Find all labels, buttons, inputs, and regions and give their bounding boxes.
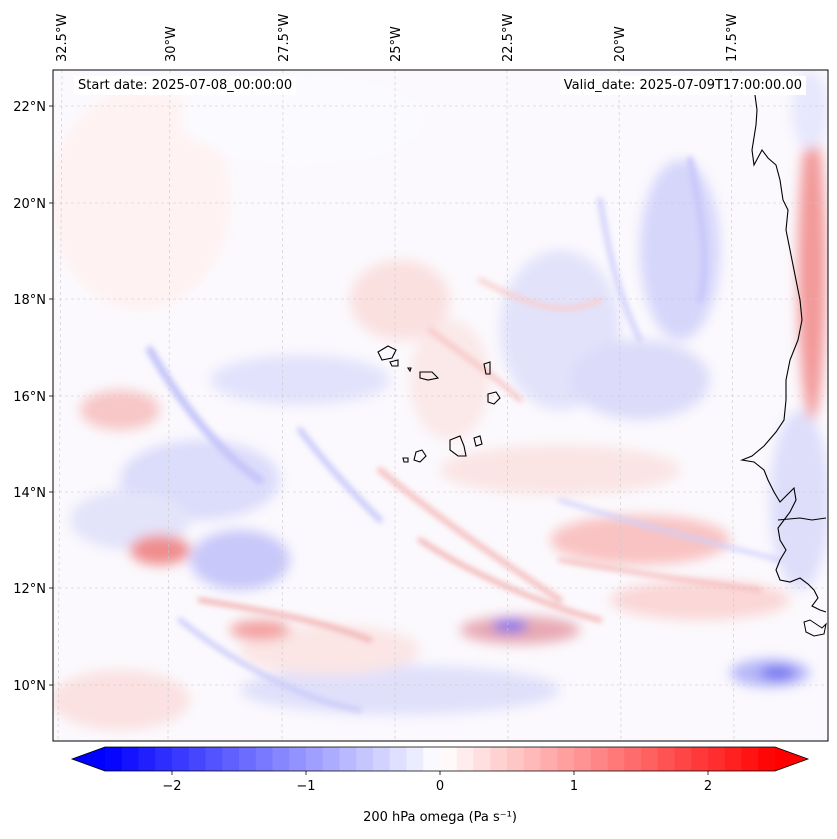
colorbar-segment bbox=[490, 747, 508, 771]
colorbar-segment bbox=[607, 747, 625, 771]
colorbar-segment bbox=[758, 747, 776, 771]
colorbar-extend-low bbox=[72, 747, 105, 771]
colorbar-segment bbox=[641, 747, 659, 771]
coastline bbox=[739, 81, 827, 613]
colorbar-tick-label: −2 bbox=[162, 779, 181, 794]
lat-tick-label: 12°N bbox=[13, 582, 46, 597]
lat-tick-label: 10°N bbox=[13, 679, 46, 694]
colorbar-segment bbox=[373, 747, 391, 771]
colorbar-segment bbox=[674, 747, 692, 771]
colorbar-segment bbox=[389, 747, 408, 771]
colorbar-segment bbox=[691, 747, 709, 771]
colorbar-segment bbox=[289, 747, 307, 771]
lat-tick-label: 18°N bbox=[13, 293, 46, 308]
colorbar-segment bbox=[239, 747, 257, 771]
colorbar-segment bbox=[741, 747, 759, 771]
lon-tick-label: 27.5°W bbox=[277, 14, 292, 62]
colorbar-segment bbox=[456, 747, 475, 771]
colorbar-segment bbox=[574, 747, 592, 771]
colorbar-segment bbox=[590, 747, 609, 771]
colorbar-segment bbox=[557, 747, 575, 771]
colorbar-segment bbox=[624, 747, 642, 771]
omega-field bbox=[53, 70, 828, 741]
colorbar-segment bbox=[356, 747, 374, 771]
colorbar-segment bbox=[155, 747, 173, 771]
start-date-label: Start date: 2025-07-08_00:00:00 bbox=[74, 76, 297, 95]
colorbar-segment bbox=[322, 747, 341, 771]
colorbar-label: 200 hPa omega (Pa s⁻¹) bbox=[363, 810, 517, 825]
lat-tick-label: 14°N bbox=[13, 486, 46, 501]
colorbar-segment bbox=[105, 747, 123, 771]
lon-tick-label: 22.5°W bbox=[501, 14, 516, 62]
lat-axis bbox=[49, 105, 53, 686]
valid-date-label: Valid_date: 2025-07-09T17:00:00.00 bbox=[559, 76, 806, 95]
lon-tick-label: 17.5°W bbox=[725, 14, 740, 62]
lat-tick-label: 20°N bbox=[13, 197, 46, 212]
colorbar-tick-label: 0 bbox=[436, 779, 444, 794]
colorbar-segment bbox=[255, 747, 274, 771]
colorbar-segment bbox=[188, 747, 207, 771]
colorbar-segment bbox=[540, 747, 558, 771]
lon-tick-label: 20°W bbox=[613, 26, 628, 62]
colorbar-segment bbox=[272, 747, 290, 771]
colorbar-segment bbox=[440, 747, 458, 771]
colorbar bbox=[70, 746, 810, 772]
colorbar-tick-label: −1 bbox=[296, 779, 315, 794]
map-frame bbox=[52, 69, 829, 742]
colorbar-segment bbox=[724, 747, 743, 771]
colorbar-segment bbox=[423, 747, 441, 771]
colorbar-extend-high bbox=[775, 747, 808, 771]
colorbar-segment bbox=[172, 747, 190, 771]
colorbar-segment bbox=[339, 747, 357, 771]
colorbar-segment bbox=[306, 747, 324, 771]
lon-tick-label: 25°W bbox=[389, 26, 404, 62]
colorbar-segment bbox=[222, 747, 240, 771]
lon-tick-label: 32.5°W bbox=[55, 14, 70, 62]
colorbar-tick-label: 1 bbox=[570, 779, 578, 794]
colorbar-ticks: −2 −1 0 1 2 bbox=[162, 771, 712, 794]
colorbar-segment bbox=[205, 747, 223, 771]
lon-tick-label: 30°W bbox=[164, 26, 179, 62]
colorbar-tick-label: 2 bbox=[704, 779, 712, 794]
lat-tick-label: 16°N bbox=[13, 390, 46, 405]
colorbar-segment bbox=[473, 747, 491, 771]
colorbar-outline bbox=[70, 746, 810, 772]
lat-tick-label: 22°N bbox=[13, 100, 46, 115]
colorbar-segment bbox=[138, 747, 156, 771]
cape-verde-islands bbox=[377, 345, 501, 463]
colorbar-segment bbox=[507, 747, 525, 771]
colorbar-segment bbox=[523, 747, 542, 771]
colorbar-segment bbox=[121, 747, 140, 771]
colorbar-segment bbox=[657, 747, 676, 771]
colorbar-segment bbox=[406, 747, 424, 771]
colorbar-segment bbox=[708, 747, 726, 771]
